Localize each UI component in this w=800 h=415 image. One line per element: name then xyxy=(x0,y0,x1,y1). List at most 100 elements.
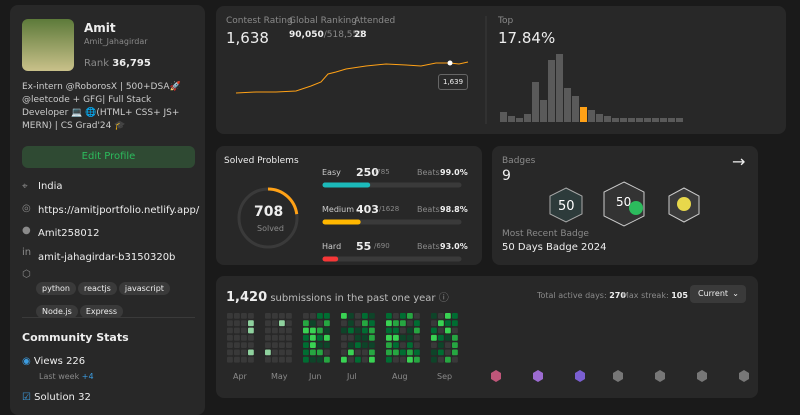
heat-cell xyxy=(310,342,316,348)
heat-cell xyxy=(386,334,392,341)
heat-cell xyxy=(386,313,392,319)
heat-cell xyxy=(445,320,451,327)
heat-cell xyxy=(452,342,458,348)
heat-cell xyxy=(227,313,233,319)
recent-label: Most Recent Badge xyxy=(502,229,589,239)
heat-cell xyxy=(369,320,375,327)
heat-cell xyxy=(317,320,323,327)
bio: Ex-intern @RoborosX | 500+DSA🚀 @leetcode… xyxy=(22,82,181,131)
heat-cell xyxy=(400,356,406,363)
heat-cell xyxy=(279,320,285,327)
heat-cell xyxy=(303,320,309,327)
linkedin[interactable]: amit-jahagirdar-b3150320b xyxy=(38,252,176,263)
solution-value: 32 xyxy=(78,392,91,403)
heat-cell xyxy=(386,356,392,363)
heat-cell xyxy=(369,356,375,363)
heat-cell xyxy=(265,334,271,341)
heatmap: Apr May Jun Jul Aug Sep xyxy=(227,313,749,382)
recent-badge: 50 Days Badge 2024 xyxy=(502,242,607,253)
heat-cell xyxy=(272,313,278,319)
heat-cell xyxy=(438,327,444,334)
avatar xyxy=(22,19,74,71)
streak-value: 105 xyxy=(671,291,688,300)
heat-cell xyxy=(369,313,375,319)
heat-cell xyxy=(310,334,316,341)
heat-cell xyxy=(317,349,323,356)
name: Amit xyxy=(84,21,116,35)
heat-cell xyxy=(310,327,316,334)
solved-total: 708 xyxy=(254,204,284,220)
page: Amit Amit_Jahagirdar Rank 36,795 Ex-inte… xyxy=(10,5,786,415)
submission-count: 1,420 xyxy=(226,290,268,305)
heat-cell xyxy=(227,349,233,356)
heat-cell xyxy=(445,342,451,348)
profile-panel: Amit Amit_Jahagirdar Rank 36,795 Ex-inte… xyxy=(10,5,205,415)
solution: ☑ Solution 32 xyxy=(22,392,91,403)
heat-cell xyxy=(431,313,437,319)
badge-mini xyxy=(533,370,543,382)
community-title: Community Stats xyxy=(22,331,129,344)
heat-cell xyxy=(369,342,375,348)
attended: 28 xyxy=(354,30,367,40)
heat-cell xyxy=(248,356,254,363)
heat-cell xyxy=(227,356,233,363)
heat-cell xyxy=(317,327,323,334)
heat-cell xyxy=(400,327,406,334)
submissions-panel: 1,420 submissions in the past one year ⓘ… xyxy=(216,276,758,398)
heat-cell xyxy=(393,342,399,348)
heat-cell xyxy=(400,320,406,327)
heat-cell xyxy=(324,320,330,327)
heat-cell xyxy=(393,356,399,363)
arrow[interactable]: → xyxy=(732,152,746,171)
rating-label: Contest Rating xyxy=(226,16,293,26)
heat-cell xyxy=(362,356,368,363)
heat-cell xyxy=(286,313,292,319)
heat-cell xyxy=(400,334,406,341)
badges-count: 9 xyxy=(502,168,511,184)
period-select[interactable]: Current ⌄ xyxy=(690,285,746,303)
heat-cell xyxy=(407,356,413,363)
heat-cell xyxy=(272,356,278,363)
heat-cell xyxy=(272,327,278,334)
heat-cell xyxy=(414,334,420,341)
solved-label: Solved xyxy=(257,224,284,233)
heat-cell xyxy=(324,313,330,319)
heat-cell xyxy=(348,327,354,334)
top-label: Top xyxy=(498,16,514,26)
heat-cell xyxy=(310,320,316,327)
heat-cell xyxy=(438,342,444,348)
badges-panel: Badges 9 → 50 50 Most Recent Badge 50 Da… xyxy=(492,146,758,265)
heat-cell xyxy=(279,349,285,356)
heat-cell xyxy=(234,334,240,341)
edit-profile-button[interactable]: Edit Profile xyxy=(22,146,195,168)
global-total: /518,551 xyxy=(323,30,364,40)
heat-cell xyxy=(317,356,323,363)
divider xyxy=(22,317,195,318)
heat-cell xyxy=(279,313,285,319)
heat-cell xyxy=(286,320,292,327)
beats-label: Beats xyxy=(417,168,440,177)
website[interactable]: https://amitjportfolio.netlify.app/ xyxy=(38,205,200,216)
heat-cell xyxy=(355,327,361,334)
github[interactable]: Amit258012 xyxy=(38,228,100,239)
heat-cell xyxy=(234,349,240,356)
heat-cell xyxy=(431,327,437,334)
badge-mini xyxy=(613,370,623,382)
heat-cell xyxy=(317,342,323,348)
heat-cell xyxy=(452,349,458,356)
heat-cell xyxy=(386,327,392,334)
contest-panel: Contest Rating 1,638 Global Ranking 90,0… xyxy=(216,6,786,134)
heat-cell xyxy=(393,334,399,341)
heat-cell xyxy=(234,320,240,327)
heat-cell xyxy=(452,327,458,334)
heat-cell xyxy=(407,327,413,334)
rank-label: Rank xyxy=(84,58,109,69)
heat-cell xyxy=(355,356,361,363)
heat-cell xyxy=(272,334,278,341)
heat-cell xyxy=(234,356,240,363)
heat-cell xyxy=(393,327,399,334)
month-label: Apr xyxy=(233,372,248,381)
rating: 1,638 xyxy=(226,29,269,47)
total: /785 xyxy=(374,168,390,176)
views-delta: +4 xyxy=(81,372,94,381)
